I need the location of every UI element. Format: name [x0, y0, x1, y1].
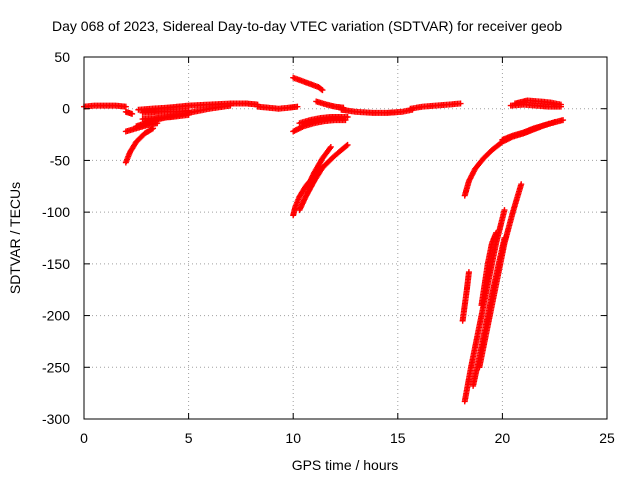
data-point: [551, 119, 558, 126]
data-point: [493, 229, 500, 236]
x-tick-label: 25: [599, 430, 615, 446]
data-point: [343, 142, 350, 149]
series-arc-22: [507, 101, 564, 110]
series-arc-17: [338, 106, 416, 116]
series-arc-09: [254, 103, 301, 112]
plot-frame: [83, 56, 608, 420]
series-arc-27: [478, 229, 500, 309]
series-arc-10: [290, 74, 326, 94]
series-arc-19: [461, 117, 567, 199]
series-arc-20: [499, 119, 558, 143]
data-point: [227, 102, 234, 109]
data-point: [560, 117, 567, 124]
data-point: [319, 164, 326, 171]
series-arc-15: [296, 113, 351, 127]
data-point: [344, 141, 351, 148]
series-arc-13: [304, 143, 334, 190]
data-point: [457, 100, 464, 107]
x-tick-label: 20: [495, 430, 511, 446]
y-tick-label: -150: [42, 256, 70, 272]
series-arc-03: [122, 125, 157, 166]
data-point: [344, 113, 351, 120]
data-point: [185, 107, 192, 114]
y-tick-label: 50: [54, 49, 70, 65]
data-point: [129, 110, 136, 117]
series-arc-16: [313, 98, 347, 111]
data-point: [501, 207, 508, 214]
series-arc-24: [461, 207, 508, 405]
y-tick-label: -200: [42, 308, 70, 324]
data-point: [518, 181, 525, 188]
series-arc-12: [296, 164, 326, 214]
data-point: [327, 143, 334, 150]
chart-title: Day 068 of 2023, Sidereal Day-to-day VTE…: [52, 18, 562, 34]
series-arc-23: [459, 269, 472, 324]
data-point: [122, 103, 129, 110]
y-tick-label: 0: [62, 101, 70, 117]
y-tick-label: -50: [50, 152, 70, 168]
axes: 0 5 10 15 20 25 50 0 -50 -100 -150 -200 -250 -300: [42, 49, 615, 446]
x-tick-label: 0: [80, 430, 88, 446]
x-axis-label: GPS time / hours: [292, 457, 399, 473]
data-point: [465, 269, 472, 276]
series-arc-08: [139, 107, 192, 116]
x-tick-label: 15: [390, 430, 406, 446]
y-axis-label: SDTVAR / TECUs: [7, 182, 23, 294]
data-point: [294, 103, 301, 110]
x-tick-label: 10: [285, 430, 301, 446]
y-tick-label: -300: [42, 411, 70, 427]
x-tick-label: 5: [185, 430, 193, 446]
y-tick-label: -250: [42, 359, 70, 375]
y-tick-label: -100: [42, 204, 70, 220]
series-arc-18: [407, 100, 464, 112]
data-points: [81, 74, 567, 405]
data-point: [318, 86, 325, 93]
series-arc-26: [476, 181, 525, 371]
data-point: [319, 87, 326, 94]
series-arc-02: [122, 108, 136, 117]
data-point: [326, 145, 333, 152]
series-arc-01: [81, 102, 129, 110]
data-point: [557, 103, 564, 110]
